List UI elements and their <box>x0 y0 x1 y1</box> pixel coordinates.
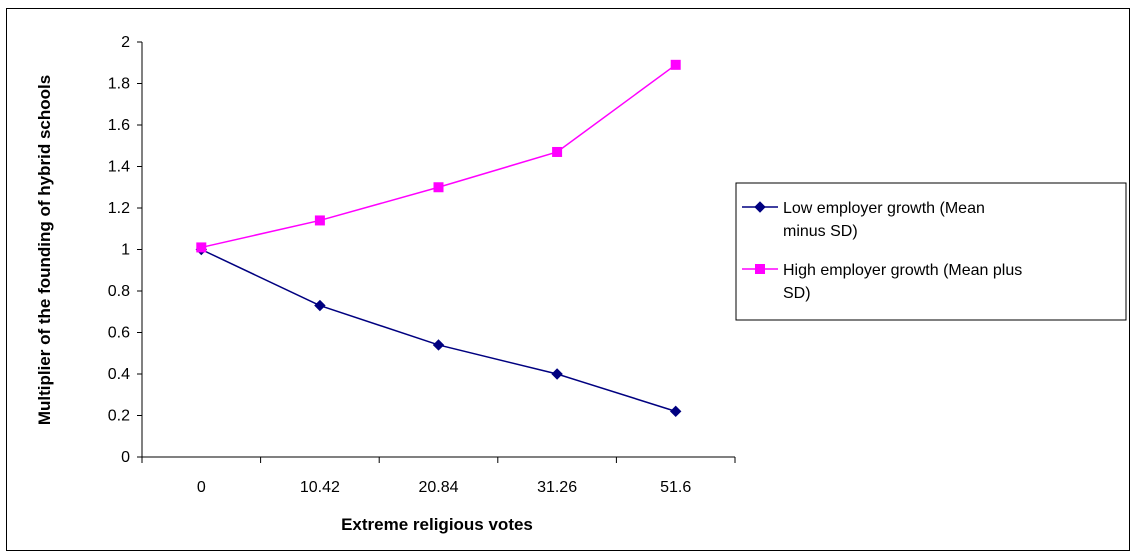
legend-label: minus SD) <box>783 223 858 240</box>
y-tick-label: 1.4 <box>108 159 130 176</box>
x-tick-label: 31.26 <box>537 479 577 496</box>
x-tick-label: 10.42 <box>300 479 340 496</box>
series-line <box>201 64 677 249</box>
data-point <box>433 182 444 193</box>
data-point <box>196 242 207 253</box>
x-tick-label: 0 <box>197 479 206 496</box>
data-point <box>669 405 682 418</box>
series-1 <box>195 243 682 418</box>
legend-label: High employer growth (Mean plus <box>783 262 1022 279</box>
y-tick-label: 0.4 <box>108 366 130 383</box>
legend-label: Low employer growth (Mean <box>783 200 985 217</box>
data-point <box>432 339 445 351</box>
data-point <box>314 215 325 226</box>
series-layer <box>195 59 682 418</box>
y-axis-title: Multiplier of the founding of hybrid sch… <box>35 75 54 425</box>
legend: Low employer growth (Mean minus SD) High e… <box>735 182 1127 321</box>
series-line <box>200 248 676 413</box>
legend-entry: High employer growth (Mean plus SD) <box>742 262 1022 302</box>
y-tick-label: 0.6 <box>108 325 130 342</box>
x-axis-title: Extreme religious votes <box>341 515 533 534</box>
y-tick-label: 0.2 <box>108 408 130 425</box>
y-tick-label: 0.8 <box>108 283 130 300</box>
y-tick-label: 1.6 <box>108 117 130 134</box>
y-tick-label: 1 <box>121 242 130 259</box>
y-tick-label: 1.8 <box>108 76 130 93</box>
data-point <box>670 59 681 70</box>
series-2 <box>196 59 681 253</box>
legend-marker <box>755 264 765 274</box>
data-point <box>551 368 563 380</box>
y-tick-label: 0 <box>121 449 130 466</box>
legend-entry: Low employer growth (Mean minus SD) <box>742 200 985 240</box>
data-point <box>314 299 326 312</box>
x-tick-label: 51.6 <box>660 479 691 496</box>
data-point <box>552 146 563 157</box>
legend-box <box>735 182 1127 321</box>
legend-marker <box>754 201 766 213</box>
y-tick-label: 1.2 <box>108 200 130 217</box>
x-tick-label: 20.84 <box>418 479 458 496</box>
axes: 0 0.2 0.4 0.6 0.8 1 1.2 1.4 1.6 1.8 2 0 10.42 20.84 31… <box>108 34 736 496</box>
legend-label: SD) <box>783 285 811 302</box>
y-tick-label: 2 <box>121 34 130 51</box>
